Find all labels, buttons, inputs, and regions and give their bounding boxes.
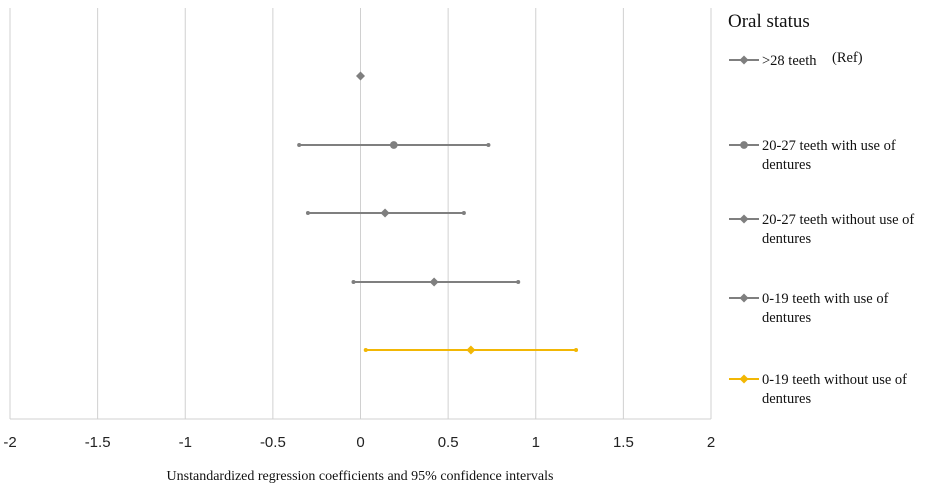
- x-tick-label: -1: [179, 434, 192, 451]
- legend: >28 teeth (Ref) 20-27 teeth with use of den…: [729, 50, 914, 407]
- legend-label: 20-27 teeth without use of dentures: [762, 212, 914, 247]
- legend-item: 0-19 teeth with use of dentures: [729, 291, 889, 326]
- ci-high-cap: [486, 143, 491, 147]
- series-2: [305, 208, 466, 218]
- series-3: [351, 277, 521, 287]
- series-group: [297, 71, 579, 355]
- series-0: [356, 71, 365, 81]
- legend-marker: [739, 214, 749, 224]
- legend-item: 20-27 teeth without use of dentures: [729, 212, 914, 247]
- ci-high-cap: [461, 211, 466, 215]
- estimate-point: [380, 208, 390, 218]
- estimate-point: [389, 141, 398, 149]
- x-axis-label: Unstandardized regression coefficients a…: [167, 469, 554, 484]
- legend-label: >28 teeth: [762, 53, 817, 69]
- series-1: [297, 141, 491, 149]
- ci-high-cap: [574, 348, 579, 352]
- x-tick-label: 1.5: [613, 434, 634, 451]
- legend-label: 0-19 teeth without use of dentures: [762, 372, 907, 407]
- x-tick-label: -1.5: [85, 434, 111, 451]
- legend-item: 20-27 teeth with use of dentures: [729, 138, 896, 173]
- legend-label: 20-27 teeth with use of dentures: [762, 138, 896, 173]
- legend-marker: [739, 374, 749, 384]
- ci-low-cap: [305, 211, 310, 215]
- legend-item: 0-19 teeth without use of dentures: [729, 372, 907, 407]
- legend-item: >28 teeth (Ref): [729, 50, 863, 69]
- legend-marker: [740, 141, 748, 149]
- series-4: [363, 345, 579, 355]
- ci-low-cap: [351, 280, 356, 284]
- x-tick-label: -0.5: [260, 434, 286, 451]
- x-tick-labels: -2 -1.5 -1 -0.5 0 0.5 1 1.5 2: [3, 434, 715, 451]
- legend-label: 0-19 teeth with use of dentures: [762, 291, 889, 326]
- estimate-point: [429, 277, 439, 287]
- legend-label-suffix: (Ref): [832, 50, 863, 66]
- estimate-point: [466, 345, 476, 355]
- x-tick-label: 0.5: [438, 434, 459, 451]
- x-tick-label: 0: [356, 434, 364, 451]
- estimate-point: [356, 71, 365, 81]
- x-tick-label: 1: [532, 434, 540, 451]
- ci-low-cap: [363, 348, 368, 352]
- x-tick-label: -2: [3, 434, 16, 451]
- x-tick-label: 2: [707, 434, 715, 451]
- legend-marker: [739, 293, 749, 303]
- ci-high-cap: [516, 280, 521, 284]
- legend-title: Oral status: [728, 11, 810, 32]
- legend-marker: [739, 55, 749, 65]
- ci-low-cap: [297, 143, 302, 147]
